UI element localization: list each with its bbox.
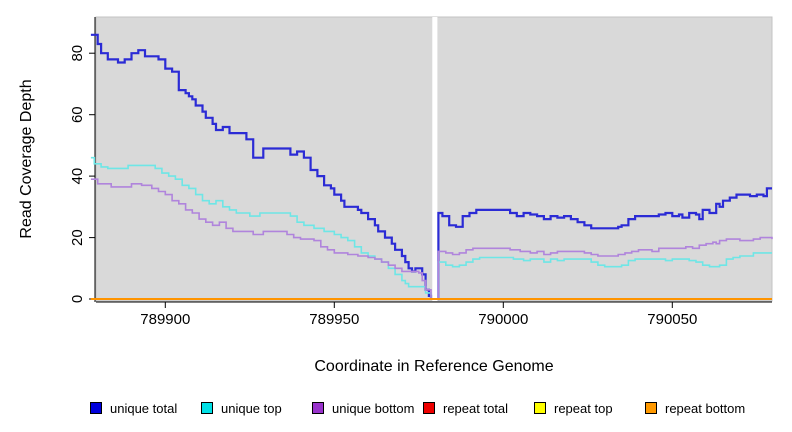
x-tick-label: 790050 (647, 311, 697, 328)
legend-label-unique-top: unique top (221, 400, 282, 416)
legend-label-unique-bottom: unique bottom (332, 400, 415, 416)
x-axis-title: Coordinate in Reference Genome (314, 358, 553, 375)
coverage-plot: 789900 789950 790000 790050 0 20 40 60 80 Coordi… (18, 16, 773, 375)
y-tick-label: 80 (69, 45, 86, 62)
legend-swatch-unique-total (90, 402, 102, 414)
legend-item-repeat-top: repeat top (534, 399, 645, 417)
coverage-gap-band (432, 17, 438, 301)
series-unique-total (437, 187, 772, 301)
legend-swatch-unique-top (201, 402, 213, 414)
legend: unique total unique top unique bottom repea… (90, 399, 756, 417)
legend-item-unique-bottom: unique bottom (312, 399, 423, 417)
series-unique-bottom (437, 236, 773, 300)
legend-label-repeat-top: repeat top (554, 400, 613, 416)
legend-item-unique-total: unique total (90, 399, 201, 417)
legend-label-unique-total: unique total (110, 400, 178, 416)
legend-label-repeat-total: repeat total (443, 400, 509, 416)
y-tick-label: 40 (69, 168, 86, 185)
y-tick-label: 60 (69, 106, 86, 123)
legend-swatch-repeat-total (423, 402, 435, 414)
legend-swatch-repeat-top (534, 402, 546, 414)
legend-swatch-repeat-bottom (645, 402, 657, 414)
y-tick-label: 20 (69, 229, 86, 246)
series-unique-top (437, 252, 772, 300)
series-unique-top (90, 156, 432, 299)
legend-label-repeat-bottom: repeat bottom (665, 400, 746, 416)
y-axis-title: Read Coverage Depth (18, 79, 35, 238)
series-unique-bottom (90, 178, 432, 299)
x-tick-label: 789900 (140, 311, 190, 328)
legend-item-unique-top: unique top (201, 399, 312, 417)
series-unique-total (90, 33, 433, 299)
legend-item-repeat-total: repeat total (423, 399, 534, 417)
legend-item-repeat-bottom: repeat bottom (645, 399, 756, 417)
x-tick-label: 789950 (309, 311, 359, 328)
legend-swatch-unique-bottom (312, 402, 324, 414)
y-tick-label: 0 (69, 295, 86, 303)
x-tick-label: 790000 (478, 311, 528, 328)
